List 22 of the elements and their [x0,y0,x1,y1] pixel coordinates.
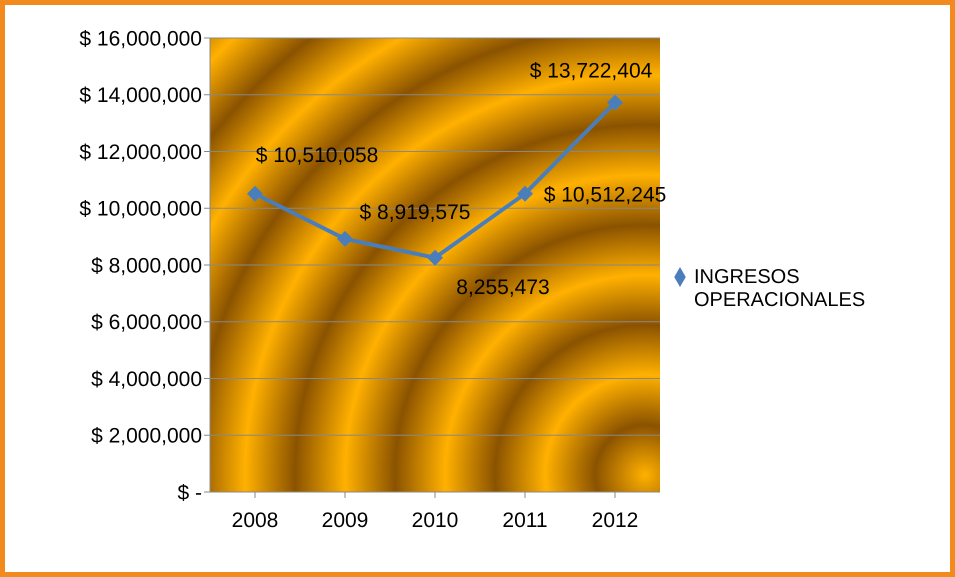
y-tick-label: $ 2,000,000 [91,424,202,448]
legend-label: INGRESOS OPERACIONALES [694,266,866,312]
data-label: $ 13,722,404 [530,60,653,83]
x-tick-label: 2008 [232,508,278,532]
y-tick-label: $ 4,000,000 [91,368,202,391]
point [607,94,623,111]
point [337,230,353,247]
y-tick-label: $ 6,000,000 [91,311,202,334]
y-tick-label: $ 16,000,000 [79,27,202,50]
x-tick-label: 2011 [502,508,548,532]
x-tick-label: 2009 [322,508,368,532]
point [247,186,263,202]
y-tick-label: $ 10,000,000 [79,198,202,221]
y-tick-label: $ 12,000,000 [79,140,202,164]
data-label: 8,255,473 [456,276,550,299]
y-tick-label: $ 8,000,000 [91,254,202,278]
y-tick-label: $ 14,000,000 [79,84,202,108]
y-tick-label: $ - [177,481,202,504]
point [517,186,533,202]
point [427,250,443,266]
x-tick-label: 2012 [592,508,638,532]
x-tick-label: 2010 [412,508,458,532]
